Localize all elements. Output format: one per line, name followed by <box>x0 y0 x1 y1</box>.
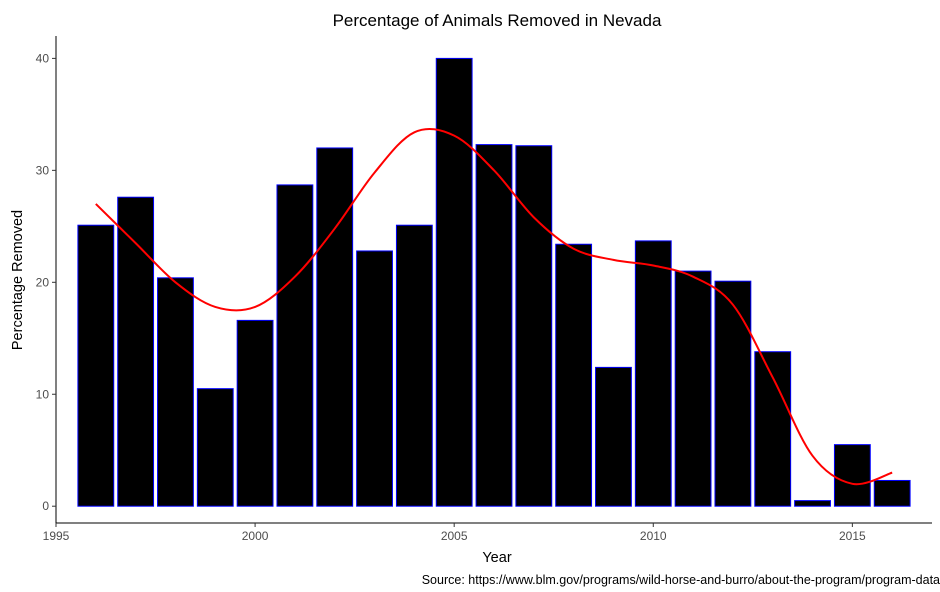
chart-title: Percentage of Animals Removed in Nevada <box>333 11 662 30</box>
bar-1997 <box>117 196 155 507</box>
y-tick-label: 10 <box>36 387 50 401</box>
x-tick-label: 2010 <box>640 529 667 543</box>
bar-2007 <box>515 145 553 507</box>
bar-2005 <box>435 57 473 507</box>
x-axis-ticks: 1995 2000 2005 2010 2015 <box>43 523 866 543</box>
bar-2008 <box>555 243 593 507</box>
y-tick-label: 40 <box>36 51 50 65</box>
x-tick-label: 2005 <box>441 529 468 543</box>
y-axis-title: Percentage Removed <box>10 210 26 350</box>
bar-2006 <box>475 144 513 507</box>
source-caption: Source: https://www.blm.gov/programs/wil… <box>422 573 940 587</box>
bar-2009 <box>595 366 632 507</box>
x-axis-title: Year <box>482 550 511 566</box>
bar-1999 <box>196 388 234 507</box>
bar-2011 <box>674 270 712 507</box>
bar-2014 <box>794 500 831 507</box>
bar-2000 <box>236 319 274 507</box>
bar-2013 <box>754 351 792 507</box>
y-tick-label: 30 <box>36 163 50 177</box>
y-tick-label: 20 <box>36 275 50 289</box>
bar-2004 <box>395 224 433 507</box>
y-axis-ticks: 0 10 20 30 40 <box>36 51 56 513</box>
x-tick-label: 2000 <box>242 529 269 543</box>
bar-2012 <box>714 280 752 507</box>
plot-area <box>77 57 911 507</box>
bar-1996 <box>77 224 115 507</box>
bar-2003 <box>356 250 393 507</box>
bar-2002 <box>316 147 354 507</box>
bar-1998 <box>157 277 194 507</box>
smooth-trend-line <box>95 127 893 486</box>
bar-2010 <box>634 240 672 507</box>
x-tick-label: 2015 <box>839 529 866 543</box>
bar-2016 <box>873 479 911 507</box>
y-tick-label: 0 <box>42 499 49 513</box>
bar-2001 <box>276 184 314 507</box>
bar-2015 <box>833 444 871 507</box>
x-tick-label: 1995 <box>43 529 70 543</box>
